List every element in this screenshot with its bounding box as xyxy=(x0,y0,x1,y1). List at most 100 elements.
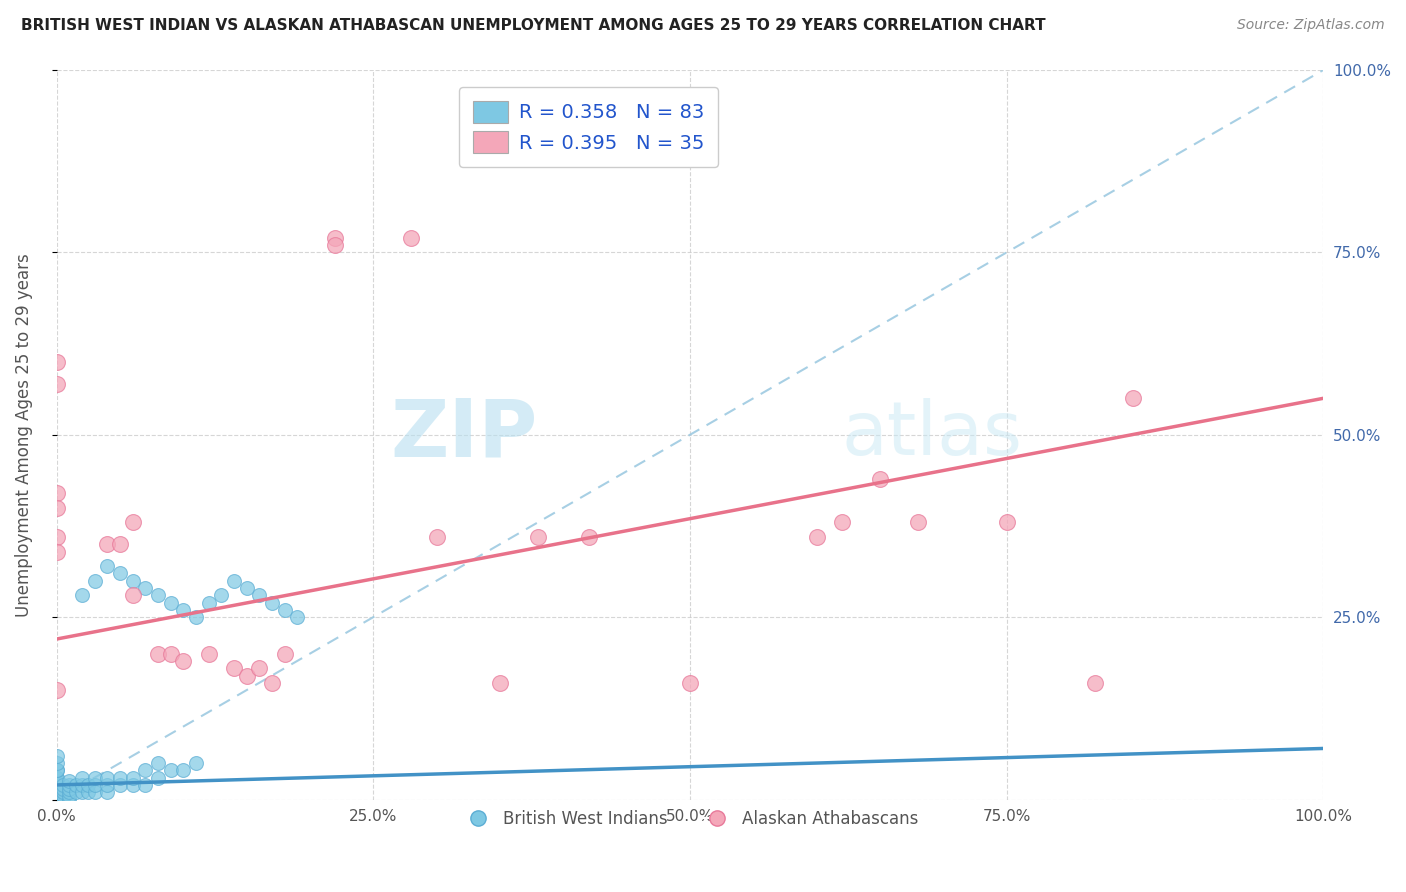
Point xyxy=(134,764,156,778)
Point xyxy=(45,778,67,792)
Text: ZIP: ZIP xyxy=(391,396,538,474)
Point xyxy=(45,781,67,796)
Point xyxy=(260,596,283,610)
Point xyxy=(52,792,75,806)
Point xyxy=(45,792,67,806)
Legend: British West Indians, Alaskan Athabascans: British West Indians, Alaskan Athabascan… xyxy=(454,804,925,835)
Point xyxy=(45,789,67,803)
Point xyxy=(45,764,67,778)
Point xyxy=(679,675,702,690)
Point xyxy=(45,355,67,369)
Point xyxy=(58,778,80,792)
Point xyxy=(121,574,143,588)
Point xyxy=(96,771,118,785)
Point xyxy=(58,781,80,796)
Point xyxy=(172,603,194,617)
Point xyxy=(58,785,80,799)
Point xyxy=(235,581,257,595)
Point xyxy=(489,675,512,690)
Point xyxy=(134,778,156,792)
Point xyxy=(58,789,80,803)
Point xyxy=(184,610,207,624)
Point xyxy=(134,581,156,595)
Point xyxy=(96,559,118,574)
Point xyxy=(52,785,75,799)
Point xyxy=(45,792,67,806)
Point xyxy=(273,603,295,617)
Point xyxy=(45,774,67,789)
Point xyxy=(83,778,105,792)
Point xyxy=(77,778,100,792)
Point xyxy=(121,588,143,602)
Point xyxy=(45,530,67,544)
Point xyxy=(45,774,67,789)
Point xyxy=(247,588,270,602)
Point xyxy=(45,771,67,785)
Point xyxy=(1084,675,1107,690)
Point xyxy=(45,771,67,785)
Point xyxy=(45,792,67,806)
Point xyxy=(52,789,75,803)
Point xyxy=(45,756,67,770)
Point xyxy=(578,530,600,544)
Point xyxy=(45,683,67,698)
Point xyxy=(197,647,219,661)
Point xyxy=(45,785,67,799)
Point xyxy=(45,500,67,515)
Point xyxy=(209,588,232,602)
Point xyxy=(45,792,67,806)
Point xyxy=(96,537,118,551)
Point xyxy=(146,588,169,602)
Point xyxy=(45,748,67,763)
Point xyxy=(108,537,131,551)
Point xyxy=(52,778,75,792)
Point xyxy=(121,778,143,792)
Point xyxy=(235,668,257,682)
Point xyxy=(77,785,100,799)
Point xyxy=(83,574,105,588)
Point xyxy=(70,771,93,785)
Point xyxy=(45,764,67,778)
Point xyxy=(184,756,207,770)
Point xyxy=(45,789,67,803)
Point xyxy=(45,785,67,799)
Point xyxy=(222,661,245,675)
Point xyxy=(426,530,449,544)
Point xyxy=(146,647,169,661)
Point xyxy=(1122,392,1144,406)
Point xyxy=(45,376,67,391)
Point xyxy=(247,661,270,675)
Point xyxy=(527,530,550,544)
Point xyxy=(83,771,105,785)
Point xyxy=(45,789,67,803)
Point xyxy=(58,774,80,789)
Point xyxy=(45,778,67,792)
Point xyxy=(172,654,194,668)
Point xyxy=(907,516,929,530)
Point xyxy=(995,516,1018,530)
Point xyxy=(159,596,181,610)
Point xyxy=(70,785,93,799)
Point xyxy=(806,530,828,544)
Point xyxy=(121,771,143,785)
Point xyxy=(52,781,75,796)
Point xyxy=(96,778,118,792)
Point xyxy=(65,785,87,799)
Text: atlas: atlas xyxy=(842,399,1024,471)
Point xyxy=(65,778,87,792)
Point xyxy=(159,764,181,778)
Point xyxy=(108,778,131,792)
Point xyxy=(45,792,67,806)
Text: BRITISH WEST INDIAN VS ALASKAN ATHABASCAN UNEMPLOYMENT AMONG AGES 25 TO 29 YEARS: BRITISH WEST INDIAN VS ALASKAN ATHABASCA… xyxy=(21,18,1046,33)
Point xyxy=(58,792,80,806)
Point xyxy=(285,610,308,624)
Point xyxy=(45,785,67,799)
Point xyxy=(45,792,67,806)
Point xyxy=(70,588,93,602)
Point xyxy=(260,675,283,690)
Point xyxy=(45,792,67,806)
Point xyxy=(146,771,169,785)
Point xyxy=(273,647,295,661)
Point xyxy=(45,792,67,806)
Point xyxy=(108,771,131,785)
